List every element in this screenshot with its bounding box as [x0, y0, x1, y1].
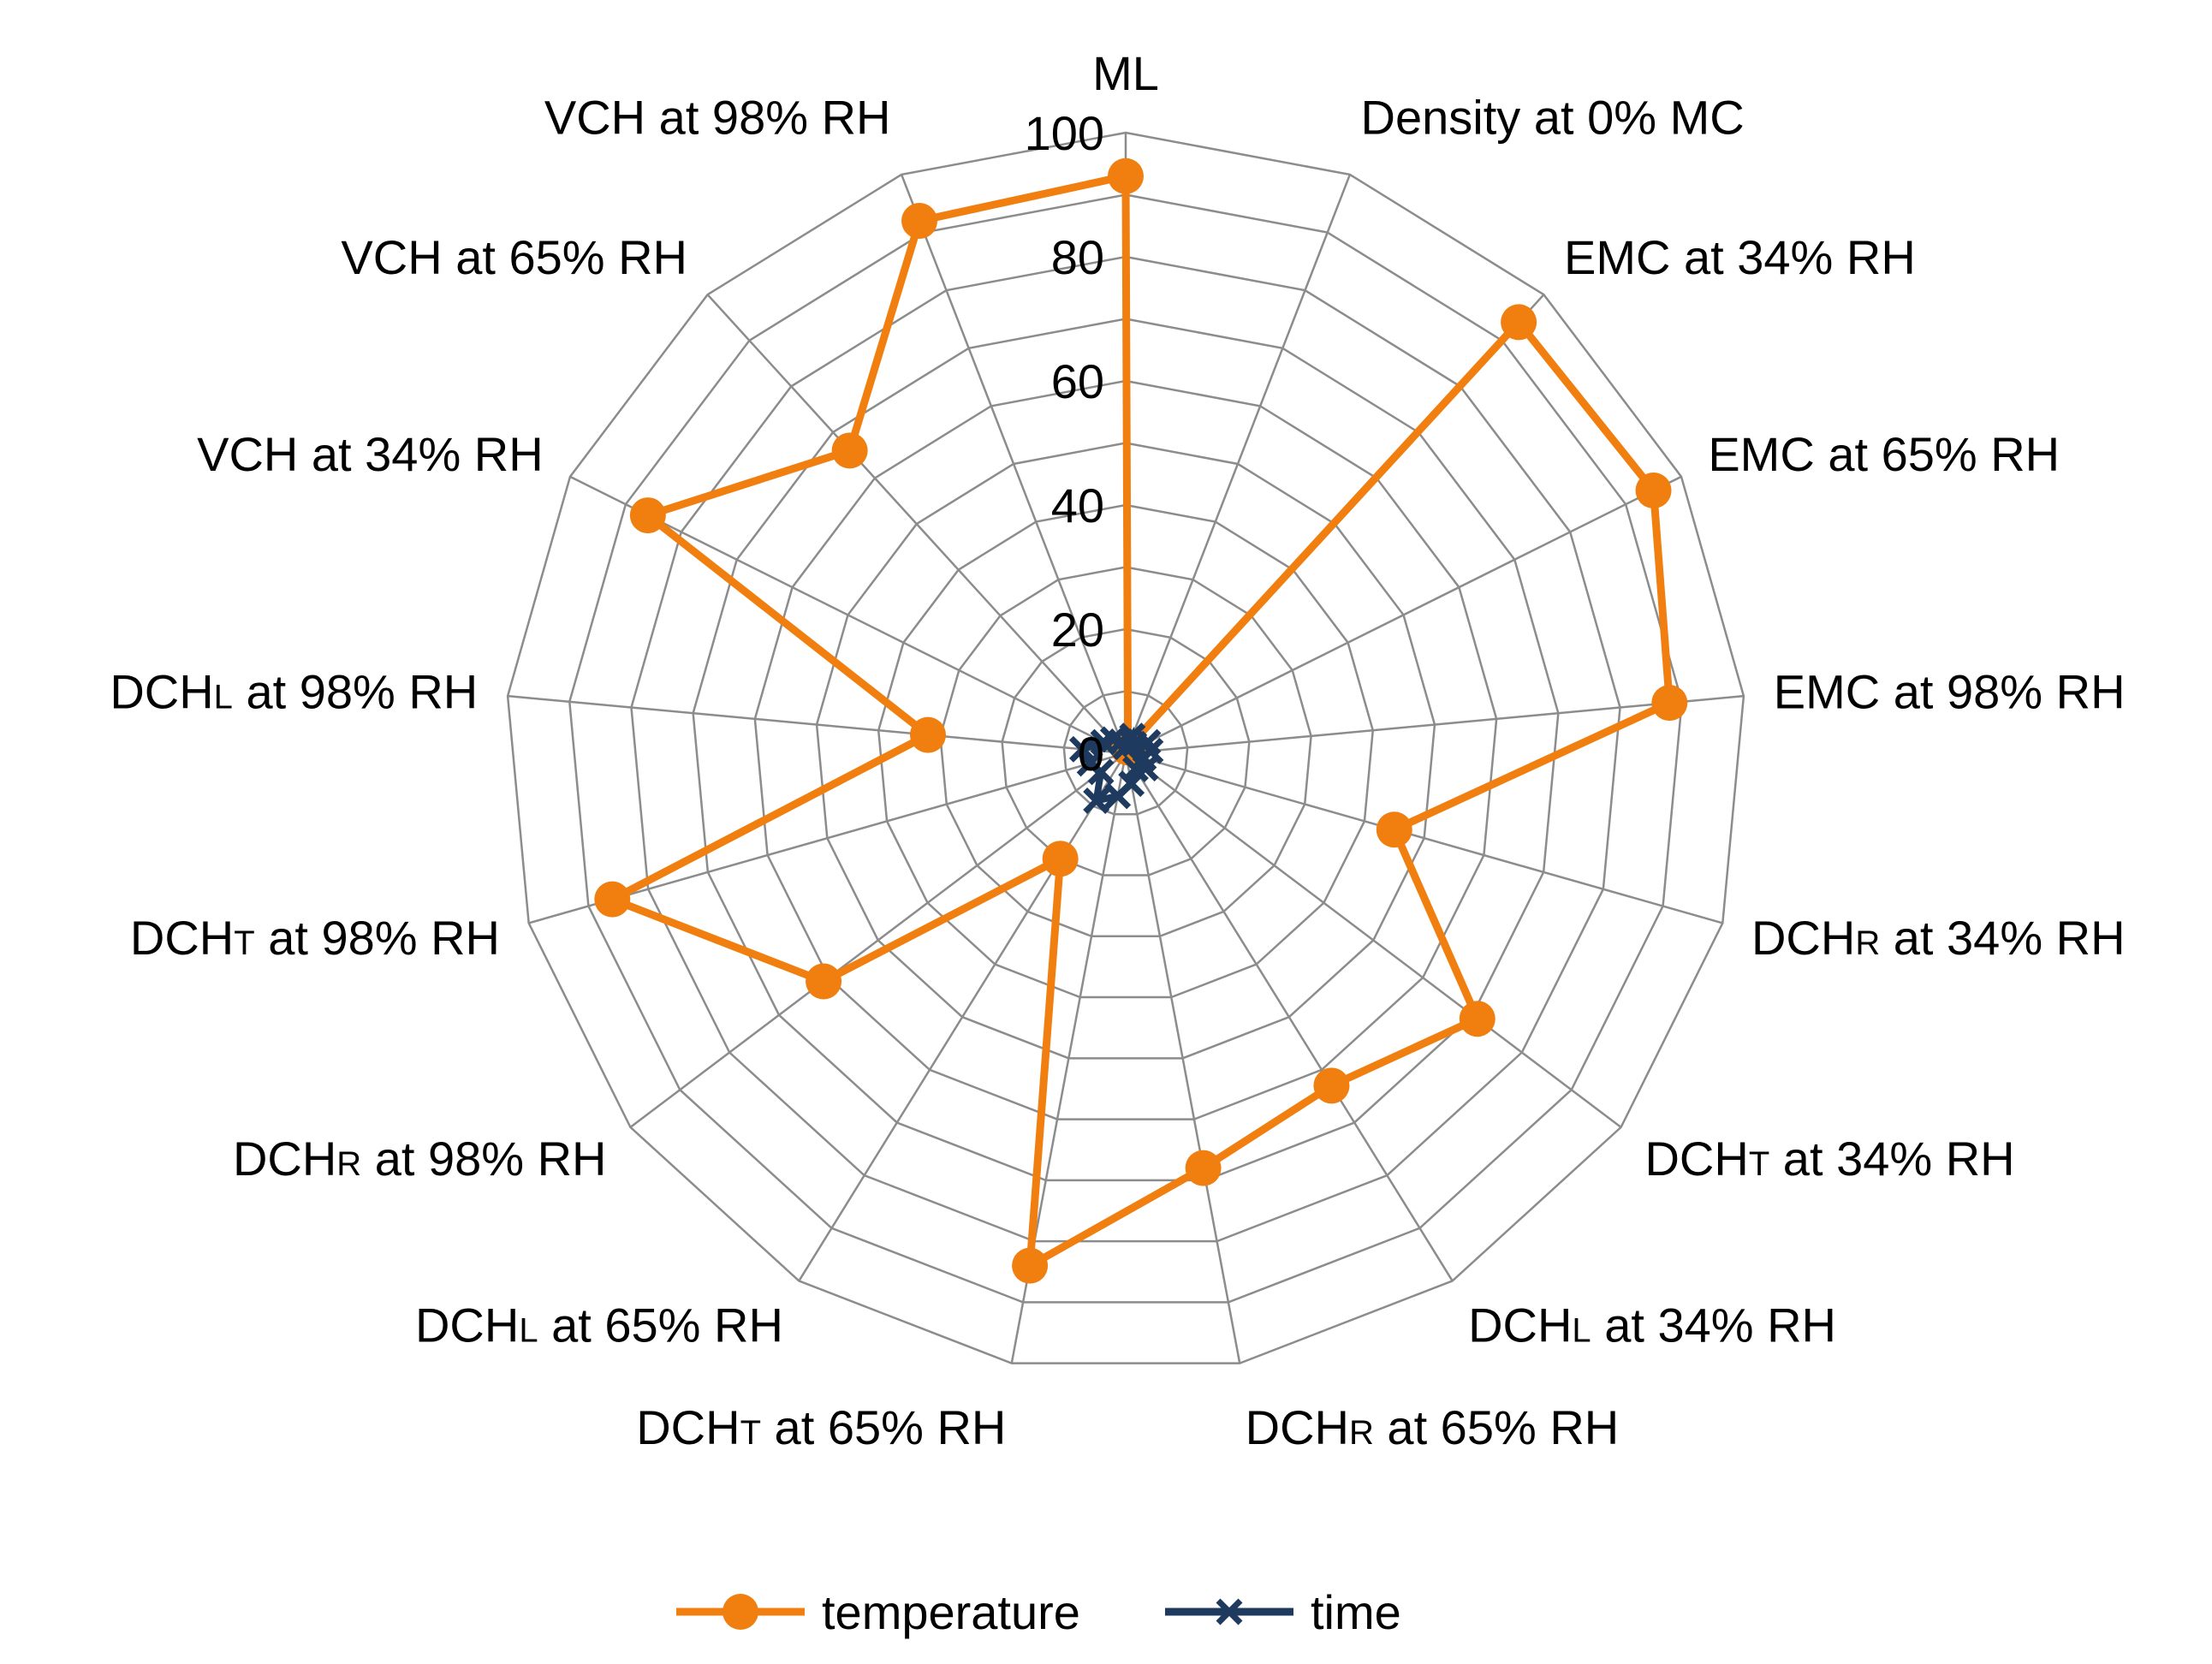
grid-ring — [1001, 627, 1251, 877]
data-point-temperature — [1501, 304, 1537, 341]
category-label: DCHR at 98% RH — [233, 1132, 607, 1186]
category-labels: ML Density at 0% MC EMC at 34% RH EMC at 65… — [110, 46, 2125, 1454]
category-label: ML — [1092, 46, 1159, 100]
tick-label: 20 — [1051, 603, 1104, 657]
data-point-temperature — [1376, 811, 1412, 848]
legend: temperature time — [676, 1585, 1401, 1639]
category-label: DCHT at 98% RH — [130, 911, 500, 965]
grid-ring — [815, 442, 1436, 1060]
grid-ring — [506, 131, 1745, 1364]
data-point-temperature — [831, 432, 868, 469]
category-label: VCH at 34% RH — [197, 427, 544, 481]
category-label: EMC at 34% RH — [1564, 230, 1916, 284]
data-point-time — [1068, 735, 1096, 763]
axis-spoke — [1125, 752, 1723, 924]
category-label: DCHT at 34% RH — [1644, 1132, 2014, 1186]
category-label: DCHR at 34% RH — [1751, 911, 2126, 965]
tick-label: 40 — [1051, 478, 1104, 532]
category-label: DCHL at 65% RH — [415, 1298, 783, 1352]
data-point-temperature — [806, 963, 842, 1000]
data-point-temperature — [1635, 472, 1672, 508]
grid-ring — [692, 318, 1560, 1182]
category-label: VCH at 98% RH — [544, 90, 891, 144]
category-label: EMC at 65% RH — [1708, 427, 2060, 481]
legend-label: temperature — [822, 1585, 1080, 1639]
legend-item-temperature: temperature — [676, 1585, 1080, 1639]
axis-spoke — [1124, 174, 1352, 754]
series-time — [1068, 722, 1164, 814]
axis-spoke — [1125, 475, 1682, 755]
axis-spoke — [798, 752, 1127, 1282]
grid-ring — [939, 566, 1312, 938]
category-label: DCHL at 34% RH — [1468, 1298, 1836, 1352]
axis-spoke — [629, 752, 1127, 1128]
legend-label: time — [1311, 1585, 1401, 1639]
axis-spoke — [1125, 752, 1622, 1128]
radial-axis-ticks: 0 20 40 60 80 100 — [1025, 106, 1104, 781]
axis-spoke — [1124, 752, 1241, 1364]
category-label: VCH at 65% RH — [341, 230, 687, 284]
data-point-temperature — [1012, 1247, 1049, 1284]
data-point-time — [1076, 750, 1103, 777]
radar-series — [594, 157, 1688, 1284]
grid-ring — [1062, 690, 1189, 816]
category-label: EMC at 98% RH — [1774, 665, 2126, 719]
legend-item-time: time — [1165, 1585, 1401, 1639]
tick-label: 80 — [1051, 230, 1104, 284]
grid-ring — [630, 255, 1621, 1243]
tick-label: 60 — [1051, 354, 1104, 408]
category-label: DCHL at 98% RH — [110, 665, 478, 719]
grid-ring — [877, 503, 1375, 999]
series-temperature — [594, 157, 1688, 1284]
data-point-temperature — [1651, 685, 1688, 722]
category-label: Density at 0% MC — [1361, 90, 1745, 144]
axis-spoke — [1125, 694, 1745, 755]
axis-spoke — [900, 174, 1127, 754]
series-line-temperature — [603, 171, 1674, 1273]
data-point-time — [1083, 787, 1110, 814]
axis-spoke — [507, 694, 1127, 755]
category-label: DCHR at 65% RH — [1246, 1400, 1620, 1454]
data-point-temperature — [629, 497, 666, 534]
data-point-time — [1099, 726, 1127, 753]
data-point-temperature — [1042, 841, 1079, 877]
data-point-time — [1104, 782, 1132, 810]
data-point-temperature — [594, 881, 631, 918]
data-point-temperature — [1185, 1150, 1222, 1186]
grid-ring — [753, 379, 1498, 1120]
axis-spoke — [706, 294, 1127, 754]
data-point-temperature — [1108, 157, 1144, 194]
category-label: DCHT at 65% RH — [636, 1400, 1006, 1454]
data-point-temperature — [1313, 1067, 1350, 1104]
grid-ring — [568, 193, 1683, 1304]
data-point-temperature — [1459, 1001, 1495, 1037]
tick-label: 0 — [1078, 727, 1104, 781]
axis-spoke — [1124, 752, 1454, 1282]
data-point-time — [1108, 728, 1135, 755]
data-point-temperature — [909, 716, 946, 753]
data-point-temperature — [901, 203, 938, 240]
tick-label: 100 — [1025, 106, 1104, 160]
